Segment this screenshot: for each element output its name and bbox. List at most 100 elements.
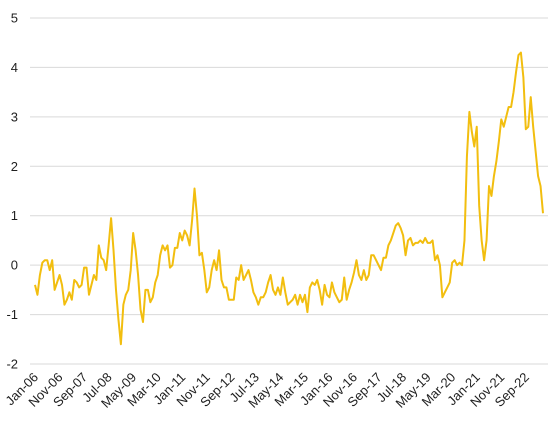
data-point (328, 296, 330, 298)
data-point (279, 294, 281, 296)
data-point (304, 294, 306, 296)
data-point (218, 249, 220, 251)
data-point (88, 294, 90, 296)
data-point (309, 286, 311, 288)
data-point (449, 281, 451, 283)
data-point (400, 227, 402, 229)
data-point (473, 146, 475, 148)
data-point (427, 242, 429, 244)
data-point (380, 269, 382, 271)
data-point (257, 304, 259, 306)
data-point (179, 232, 181, 234)
data-point (240, 264, 242, 266)
data-point (39, 274, 41, 276)
data-point (299, 294, 301, 296)
data-point (358, 274, 360, 276)
data-point (54, 289, 56, 291)
data-point (90, 284, 92, 286)
data-point (417, 242, 419, 244)
data-point (341, 299, 343, 301)
data-point (348, 289, 350, 291)
data-point (446, 286, 448, 288)
data-point (483, 259, 485, 261)
data-point (120, 343, 122, 345)
data-point (137, 274, 139, 276)
data-point (46, 259, 48, 261)
data-point (95, 279, 97, 281)
data-point (522, 76, 524, 78)
y-tick-label: -2 (6, 357, 18, 372)
data-point (71, 299, 73, 301)
data-point (86, 267, 88, 269)
data-point (196, 215, 198, 217)
data-point (221, 279, 223, 281)
data-point (368, 274, 370, 276)
data-point (508, 106, 510, 108)
data-point (154, 281, 156, 283)
y-tick-label: 0 (11, 258, 18, 273)
data-point (284, 291, 286, 293)
data-point (436, 254, 438, 256)
data-point (272, 289, 274, 291)
data-point (191, 220, 193, 222)
data-point (414, 242, 416, 244)
data-point (346, 299, 348, 301)
data-point (144, 289, 146, 291)
data-point (520, 52, 522, 54)
data-point (248, 269, 250, 271)
data-point (235, 277, 237, 279)
data-point (407, 239, 409, 241)
series-layer (34, 51, 544, 346)
data-point (463, 239, 465, 241)
data-point (454, 259, 456, 261)
data-point (351, 281, 353, 283)
y-tick-label: 5 (11, 11, 18, 26)
data-point (78, 286, 80, 288)
data-point (164, 249, 166, 251)
data-point (184, 230, 186, 232)
data-point (189, 244, 191, 246)
data-point (530, 96, 532, 98)
data-point (434, 259, 436, 261)
data-point (61, 284, 63, 286)
data-point (316, 279, 318, 281)
data-point (478, 205, 480, 207)
data-point (66, 299, 68, 301)
data-point (378, 264, 380, 266)
data-point (324, 284, 326, 286)
series-line (34, 51, 544, 346)
y-tick-label: -1 (6, 307, 18, 322)
data-point (63, 304, 65, 306)
data-point (488, 185, 490, 187)
y-tick-label: 2 (11, 159, 18, 174)
data-point (331, 281, 333, 283)
data-point (326, 294, 328, 296)
data-point (127, 289, 129, 291)
data-point (270, 274, 272, 276)
data-point (125, 294, 127, 296)
data-point (456, 264, 458, 266)
y-tick-label: 1 (11, 208, 18, 223)
data-point (201, 252, 203, 254)
data-point (365, 279, 367, 281)
data-point (233, 299, 235, 301)
data-point (360, 279, 362, 281)
data-point (152, 296, 154, 298)
data-point (262, 296, 264, 298)
data-point (419, 239, 421, 241)
gridlines (30, 17, 548, 365)
data-point (115, 289, 117, 291)
data-point (73, 279, 75, 281)
data-point (135, 249, 137, 251)
data-point (100, 257, 102, 259)
data-point (110, 217, 112, 219)
data-point (412, 244, 414, 246)
data-point (397, 222, 399, 224)
data-point (275, 294, 277, 296)
data-point (277, 286, 279, 288)
data-point (297, 304, 299, 306)
data-point (306, 311, 308, 313)
data-point (537, 175, 539, 177)
